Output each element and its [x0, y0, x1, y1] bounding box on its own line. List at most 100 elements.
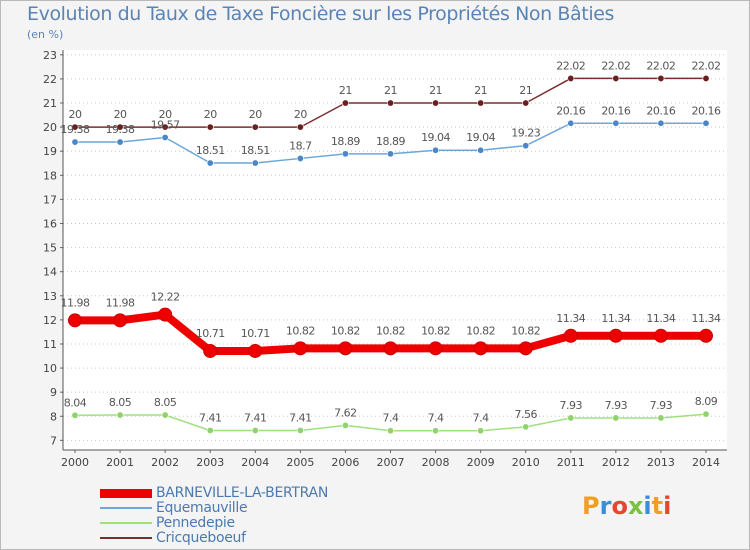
data-point — [296, 426, 304, 434]
legend-label: BARNEVILLE-LA-BERTRAN — [156, 485, 328, 501]
data-point — [653, 328, 668, 343]
data-point — [293, 341, 308, 356]
data-label: 20 — [204, 108, 217, 121]
x-tick-label: 2006 — [331, 456, 359, 469]
y-tick-label: 23 — [43, 49, 57, 62]
data-point — [702, 74, 710, 82]
data-point — [161, 123, 169, 131]
data-label: 10.82 — [511, 324, 540, 337]
data-point — [71, 411, 79, 419]
data-label: 7.41 — [199, 411, 222, 424]
x-tick-label: 2009 — [467, 456, 495, 469]
data-label: 20.16 — [646, 104, 675, 117]
data-label: 21 — [429, 84, 442, 97]
data-label: 7.56 — [514, 408, 537, 421]
data-point — [206, 123, 214, 131]
legend-swatch — [100, 488, 152, 498]
chart-title: Evolution du Taux de Taxe Foncière sur l… — [27, 3, 615, 25]
data-point — [251, 123, 259, 131]
x-tick-label: 2005 — [286, 456, 314, 469]
data-point — [248, 343, 263, 358]
data-label: 7.93 — [560, 399, 583, 412]
data-label: 20 — [114, 108, 127, 121]
x-tick-label: 2010 — [512, 456, 540, 469]
data-label: 18.7 — [289, 139, 312, 152]
data-label: 22.02 — [601, 59, 630, 72]
data-point — [567, 414, 575, 422]
data-point — [522, 99, 530, 107]
x-tick-label: 2003 — [196, 456, 224, 469]
data-point — [567, 74, 575, 82]
data-point — [612, 414, 620, 422]
data-point — [386, 150, 394, 158]
data-point — [428, 341, 443, 356]
data-point — [522, 423, 530, 431]
data-point — [206, 159, 214, 167]
legend-swatch — [100, 507, 152, 509]
data-point — [338, 341, 353, 356]
x-tick-label: 2013 — [647, 456, 675, 469]
data-point — [68, 313, 82, 328]
data-label: 7.62 — [334, 406, 357, 419]
x-tick-label: 2002 — [151, 456, 179, 469]
data-point — [657, 74, 665, 82]
y-tick-label: 8 — [50, 410, 57, 423]
data-point — [567, 119, 575, 127]
data-label: 18.51 — [241, 144, 270, 157]
data-label: 7.41 — [289, 411, 312, 424]
data-point — [522, 142, 530, 150]
data-label: 10.82 — [331, 324, 360, 337]
data-label: 7.4 — [383, 412, 399, 425]
x-tick-label: 2008 — [422, 456, 450, 469]
y-tick-label: 20 — [43, 121, 57, 134]
data-label: 11.98 — [106, 296, 135, 309]
data-label: 20 — [159, 108, 172, 121]
x-tick-label: 2011 — [557, 456, 585, 469]
data-label: 20 — [69, 108, 82, 121]
data-label: 18.89 — [376, 135, 405, 148]
y-tick-label: 11 — [43, 338, 57, 351]
x-tick-label: 2012 — [602, 456, 630, 469]
data-point — [116, 411, 124, 419]
y-tick-label: 18 — [43, 169, 57, 182]
data-label: 19.38 — [106, 123, 135, 136]
x-tick-label: 2001 — [106, 456, 134, 469]
data-point — [608, 328, 623, 343]
legend-label: Pennedepie — [156, 515, 235, 531]
data-point — [702, 410, 710, 418]
data-point — [477, 427, 485, 435]
data-label: 20 — [294, 108, 307, 121]
data-label: 11.34 — [556, 312, 585, 325]
data-label: 20.16 — [556, 104, 585, 117]
data-label: 8.04 — [64, 396, 87, 409]
data-point — [116, 138, 124, 146]
data-label: 19.23 — [511, 127, 540, 140]
data-label: 8.05 — [109, 396, 132, 409]
data-label: 10.82 — [286, 324, 315, 337]
legend-label: Cricqueboeuf — [156, 530, 246, 546]
y-tick-label: 21 — [43, 97, 57, 110]
data-point — [296, 123, 304, 131]
data-label: 11.34 — [601, 312, 630, 325]
data-point — [477, 146, 485, 154]
chart-unit-label: (en %) — [27, 28, 64, 41]
data-label: 10.82 — [466, 324, 495, 337]
data-point — [473, 341, 488, 356]
data-label: 7.4 — [473, 412, 489, 425]
x-tick-label: 2000 — [61, 456, 89, 469]
data-point — [612, 74, 620, 82]
data-point — [203, 343, 218, 358]
y-tick-label: 7 — [50, 434, 57, 447]
data-point — [432, 427, 440, 435]
data-point — [341, 150, 349, 158]
x-tick-label: 2004 — [241, 456, 269, 469]
data-label: 20 — [249, 108, 262, 121]
data-point — [71, 138, 79, 146]
data-label: 22.02 — [692, 59, 721, 72]
data-point — [612, 119, 620, 127]
y-tick-label: 9 — [50, 386, 57, 399]
plot-area — [63, 50, 727, 450]
data-point — [702, 119, 710, 127]
data-label: 21 — [384, 84, 397, 97]
